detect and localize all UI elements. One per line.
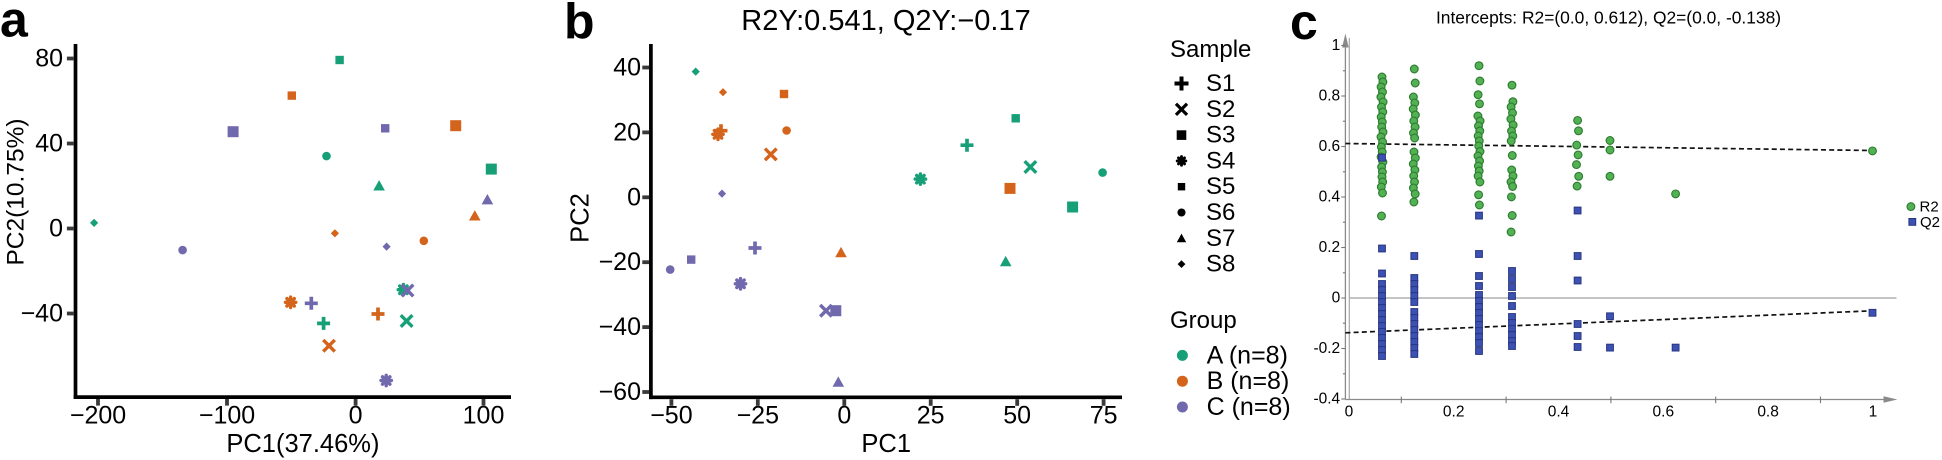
svg-text:0: 0: [837, 402, 851, 430]
svg-text:S5: S5: [1206, 173, 1235, 200]
svg-text:0: 0: [627, 183, 641, 211]
svg-text:S6: S6: [1206, 199, 1235, 226]
svg-text:0: 0: [349, 402, 363, 430]
svg-text:40: 40: [613, 54, 641, 82]
svg-text:S3: S3: [1206, 122, 1235, 149]
svg-text:100: 100: [463, 402, 505, 430]
svg-text:75: 75: [1090, 402, 1118, 430]
svg-text:0: 0: [49, 215, 63, 243]
svg-text:S8: S8: [1206, 251, 1235, 278]
svg-text:-0.4: -0.4: [1313, 391, 1340, 408]
svg-text:20: 20: [613, 118, 641, 146]
svg-text:Intercepts: R2=(0.0, 0.612), Q: Intercepts: R2=(0.0, 0.612), Q2=(0.0, -0…: [1436, 8, 1781, 28]
svg-text:C (n=8): C (n=8): [1207, 393, 1291, 421]
svg-text:−200: −200: [70, 402, 126, 430]
svg-text:PC1(37.46%): PC1(37.46%): [226, 430, 379, 458]
svg-text:−20: −20: [599, 248, 641, 276]
svg-text:0: 0: [1332, 290, 1341, 307]
svg-text:S2: S2: [1206, 96, 1235, 123]
svg-text:−50: −50: [650, 402, 692, 430]
svg-text:0.8: 0.8: [1319, 88, 1341, 105]
svg-text:S7: S7: [1206, 225, 1235, 252]
svg-text:PC1: PC1: [861, 430, 911, 458]
svg-text:0.6: 0.6: [1653, 403, 1675, 420]
svg-text:-0.2: -0.2: [1313, 340, 1340, 357]
svg-text:Group: Group: [1170, 307, 1237, 334]
svg-text:Q2: Q2: [1920, 214, 1940, 231]
svg-text:−25: −25: [737, 402, 779, 430]
svg-text:0.6: 0.6: [1319, 138, 1341, 155]
svg-text:R2Y:0.541, Q2Y:−0.17: R2Y:0.541, Q2Y:−0.17: [741, 5, 1030, 37]
svg-text:0.4: 0.4: [1548, 403, 1570, 420]
svg-text:B (n=8): B (n=8): [1207, 367, 1290, 395]
svg-text:80: 80: [35, 45, 63, 73]
svg-text:PC2: PC2: [567, 193, 595, 243]
svg-text:−40: −40: [599, 313, 641, 341]
svg-text:0: 0: [1345, 403, 1354, 420]
svg-text:0.4: 0.4: [1319, 189, 1341, 206]
svg-text:b: b: [564, 0, 595, 50]
svg-text:−100: −100: [199, 402, 255, 430]
svg-text:−40: −40: [21, 300, 63, 328]
svg-text:50: 50: [1003, 402, 1031, 430]
svg-text:A (n=8): A (n=8): [1207, 341, 1288, 369]
svg-text:S4: S4: [1206, 147, 1235, 174]
svg-text:a: a: [0, 0, 29, 48]
svg-text:25: 25: [917, 402, 945, 430]
svg-text:Sample: Sample: [1170, 36, 1251, 63]
svg-text:−60: −60: [599, 378, 641, 406]
svg-text:PC2(10.75%): PC2(10.75%): [3, 118, 30, 265]
svg-text:R2: R2: [1920, 198, 1939, 215]
svg-text:0.8: 0.8: [1757, 403, 1779, 420]
svg-text:0.2: 0.2: [1443, 403, 1465, 420]
svg-text:1: 1: [1869, 403, 1878, 420]
svg-text:40: 40: [35, 130, 63, 158]
svg-text:0.2: 0.2: [1319, 239, 1341, 256]
svg-text:S1: S1: [1206, 70, 1235, 97]
svg-text:c: c: [1290, 0, 1318, 50]
svg-text:1: 1: [1332, 37, 1341, 54]
